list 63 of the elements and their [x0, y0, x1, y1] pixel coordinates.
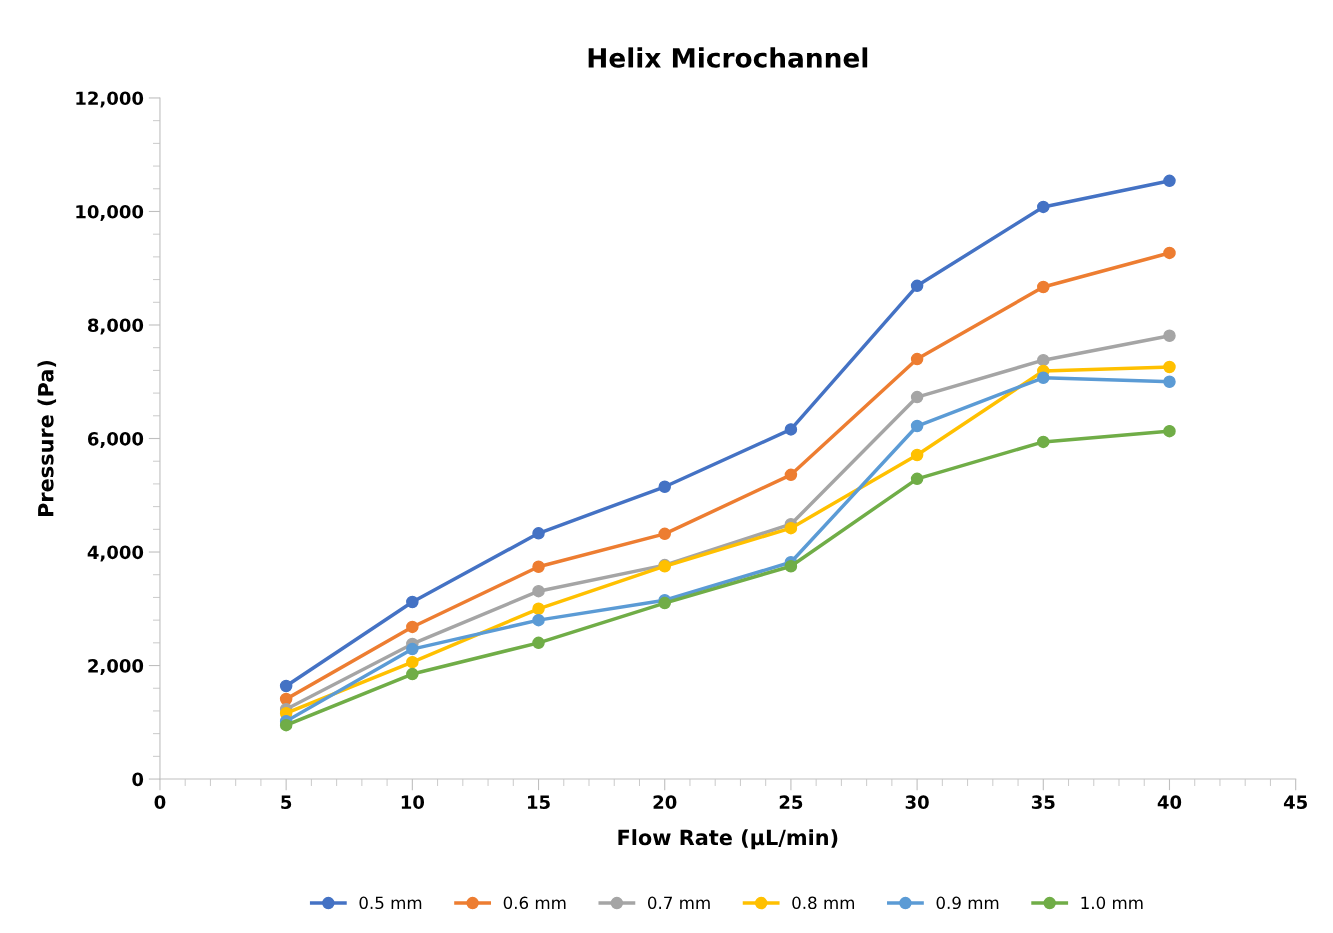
point: [406, 620, 419, 634]
point: [784, 559, 798, 573]
x-tick-label: 0: [154, 795, 166, 809]
point: [1163, 246, 1176, 260]
legend-label: 0.9 mm: [936, 896, 999, 910]
x-tick-label: 20: [653, 795, 677, 809]
y-axis-title: Pressure (Pa): [37, 360, 57, 516]
point: [532, 560, 545, 574]
point: [1163, 174, 1176, 188]
y-tick-label: 8,000: [87, 318, 144, 335]
point: [279, 692, 293, 706]
y-tick-label: 2,000: [88, 659, 144, 675]
point: [910, 448, 924, 462]
legend-label: 0.5 mm: [359, 896, 422, 910]
x-tick-label: 30: [905, 795, 929, 809]
legend-label: 0.8 mm: [792, 896, 855, 910]
x-tick-label: 25: [779, 795, 803, 809]
point: [1037, 280, 1050, 294]
x-tick-label: 40: [1157, 795, 1182, 809]
point: [1163, 329, 1176, 343]
y-tick-label: 6,000: [88, 431, 144, 448]
point: [1037, 371, 1050, 385]
point: [910, 390, 924, 404]
point: [279, 679, 293, 693]
point: [784, 468, 798, 482]
point: [910, 472, 924, 486]
x-tick-label: 35: [1031, 795, 1055, 809]
point: [532, 613, 545, 627]
point: [1037, 353, 1050, 367]
chart-title: Helix Microchannel: [588, 47, 868, 68]
point: [910, 352, 924, 366]
point: [1037, 200, 1050, 214]
x-tick-label: 15: [528, 795, 550, 809]
point: [406, 667, 419, 681]
point: [658, 527, 671, 541]
point: [1163, 424, 1176, 438]
x-tick-label: 5: [281, 795, 292, 809]
point: [1163, 375, 1176, 389]
y-tick-label: 0: [132, 772, 144, 787]
point: [406, 595, 419, 609]
point: [279, 718, 293, 732]
x-tick-label: 10: [401, 795, 425, 809]
point: [406, 642, 419, 656]
point: [658, 480, 671, 494]
point: [1037, 435, 1050, 449]
point: [784, 521, 798, 535]
point: [1163, 360, 1176, 374]
point: [784, 423, 798, 436]
x-axis-title: Flow Rate (μL/min): [618, 829, 838, 850]
point: [406, 655, 419, 669]
point: [910, 279, 924, 293]
y-tick-label: 10,000: [76, 204, 144, 221]
point: [532, 602, 545, 616]
legend-label: 1.0 mm: [1081, 896, 1143, 910]
legend-label: 0.6 mm: [503, 896, 566, 910]
point: [532, 584, 545, 598]
y-tick-label: 4,000: [87, 545, 144, 562]
point: [910, 419, 924, 433]
legend-label: 0.7 mm: [647, 896, 710, 910]
point: [532, 636, 545, 650]
point: [532, 527, 545, 540]
x-tick-label: 45: [1283, 795, 1307, 809]
y-tick-label: 12,000: [76, 91, 144, 108]
